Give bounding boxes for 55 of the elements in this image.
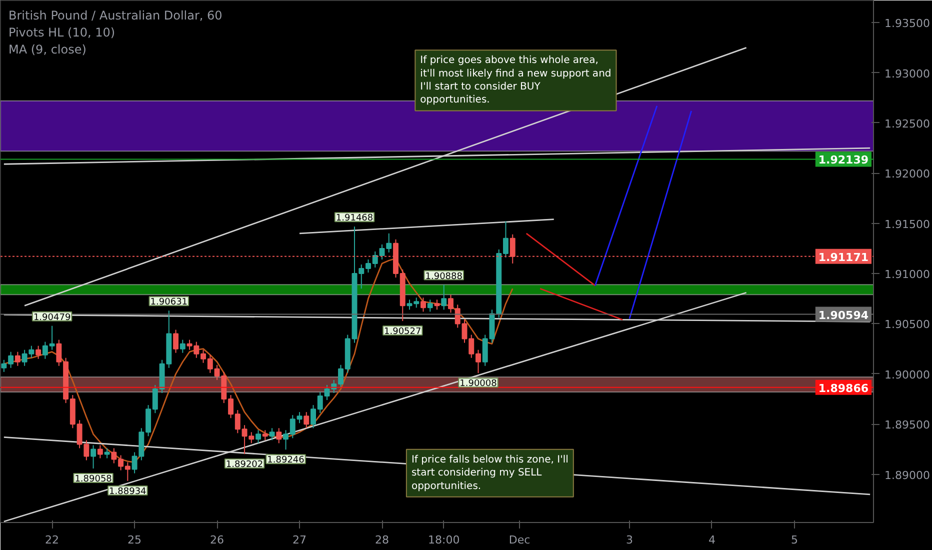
ref-line-label: 1.92139 [818,154,869,167]
candlestick [90,444,96,469]
x-tick-label: 22 [45,534,60,546]
x-tick-label: 5 [790,534,798,546]
y-tick-label: 1.90500 [884,318,930,332]
x-tick-label: 25 [128,534,142,546]
candlestick [36,345,42,360]
candlestick [427,299,433,312]
candlestick [441,284,447,310]
annotation: 1.89202 [226,460,264,470]
y-tick-label: 1.89500 [884,418,930,432]
candlestick [304,412,310,429]
candlestick [173,329,179,354]
y-tick-label: 1.89000 [884,468,930,482]
y-tick-label: 1.93500 [884,17,930,30]
y-tick-label: 1.92500 [884,117,930,130]
annotation: If price goes above this whole area, it'll most likely find a new support and I'll start to consider BUY opportunities. [420,55,612,106]
candlestick [276,428,282,444]
candlestick [420,297,426,312]
annotation: 1.90888 [425,272,463,282]
annotation: MA (9, close) [8,42,86,56]
ref-line-label: 1.89866 [818,382,869,395]
annotation: If price falls below this zone, I'll start considering my SELL opportunities. [411,454,568,492]
candlestick [104,448,110,459]
candlestick [97,444,103,459]
y-tick-label: 1.90000 [884,368,930,382]
x-tick-label: 28 [375,534,390,546]
candlestick [262,430,268,441]
annotation: 1.88934 [109,486,147,497]
ref-line-label: 1.90594 [818,308,869,322]
ref-line-label: 1.91171 [818,250,869,264]
candlestick [256,430,262,444]
annotation: 1.90008 [460,379,498,390]
annotation: 1.90631 [150,298,188,308]
x-tick-label: 18:00 [428,534,460,546]
y-tick-label: 1.91500 [884,218,930,231]
annotation: 1.90479 [33,312,71,323]
annotation: 1.89246 [267,456,305,466]
y-tick-label: 1.92000 [884,168,930,181]
candlestick [14,351,20,366]
x-tick-label: 3 [626,534,633,546]
y-tick-label: 1.91000 [884,268,930,282]
y-tick-label: 1.93000 [884,67,930,80]
x-tick-label: 27 [292,534,307,546]
text: British Pound / Australian Dollar, 60 [8,8,222,22]
x-tick-label: Dec [508,534,530,546]
annotation: 1.91468 [336,214,374,224]
annotation: 1.89058 [74,474,112,484]
x-tick-label: 26 [210,534,224,546]
annotation: Pivots HL (10, 10) [8,26,116,40]
candlestick [434,299,440,310]
candlestick [269,428,275,441]
x-tick-label: 4 [708,534,716,546]
annotation: 1.90527 [384,327,422,338]
candlestick [180,339,186,354]
